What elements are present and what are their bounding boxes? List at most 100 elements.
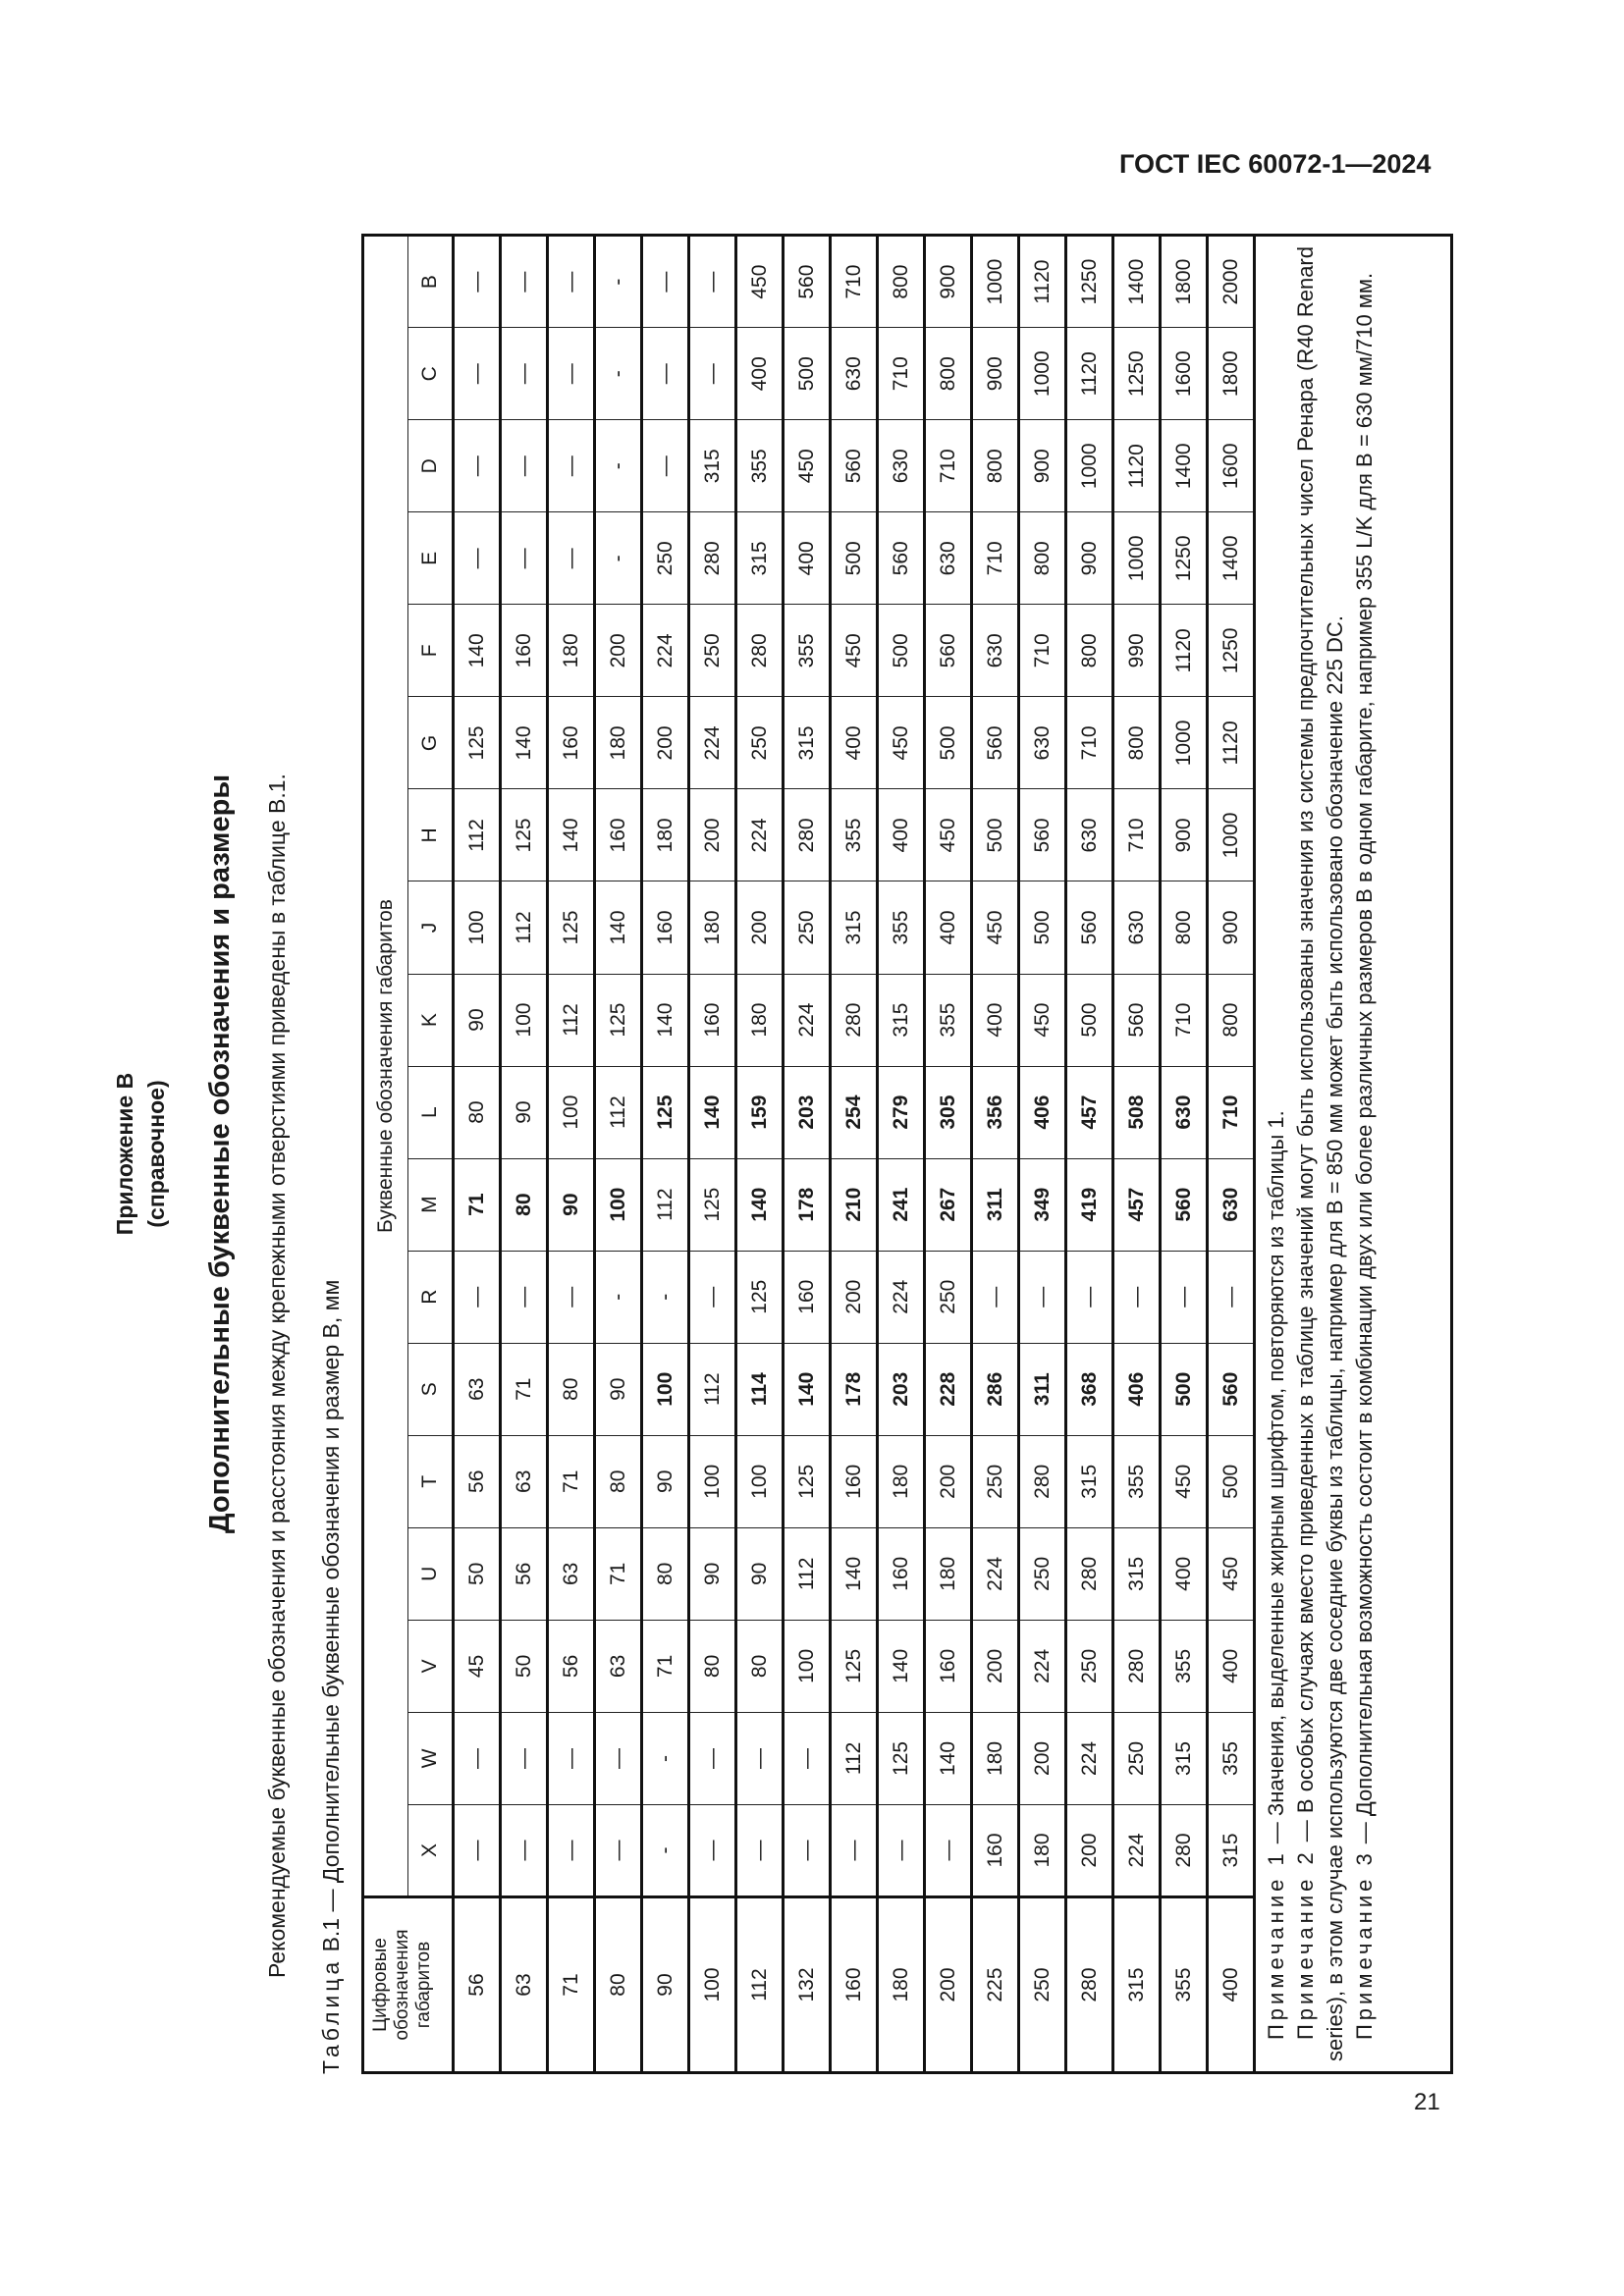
cell-M: 419 [1065, 1158, 1113, 1252]
cell-B: 1250 [1065, 235, 1113, 328]
cell-T: 100 [735, 1435, 784, 1528]
cell-M: 241 [877, 1158, 925, 1252]
cell-V: 400 [1207, 1620, 1255, 1713]
cell-X: 224 [1112, 1804, 1161, 1897]
cell-W: — [688, 1712, 736, 1805]
cell-V: 160 [924, 1620, 972, 1713]
cell-R: 160 [783, 1251, 831, 1344]
cell-E: 315 [735, 511, 784, 605]
cell-G: 500 [924, 696, 972, 789]
cell-S: 112 [688, 1343, 736, 1436]
cell-S: 100 [641, 1343, 689, 1436]
cell-L: 630 [1160, 1066, 1208, 1159]
cell-W: 125 [877, 1712, 925, 1805]
cell-B: — [500, 235, 548, 328]
frame-number: 132 [783, 1896, 831, 2073]
cell-L: 508 [1112, 1066, 1161, 1159]
cell-K: 112 [547, 974, 595, 1067]
cell-X: — [547, 1804, 595, 1897]
cell-X: — [594, 1804, 642, 1897]
cell-V: 355 [1160, 1620, 1208, 1713]
cell-D: 560 [830, 419, 878, 512]
frame-number: 56 [453, 1896, 501, 2073]
cell-R: - [641, 1251, 689, 1344]
cell-D: 1000 [1065, 419, 1113, 512]
cell-W: — [735, 1712, 784, 1805]
cell-J: 112 [500, 881, 548, 975]
cell-B: 1400 [1112, 235, 1161, 328]
cell-X: — [924, 1804, 972, 1897]
cell-S: 203 [877, 1343, 925, 1436]
cell-E: 500 [830, 511, 878, 605]
table-row: 80— —63 71 80 90-100 112 125 140 160 180 200- - - - [594, 235, 642, 2073]
cell-K: 140 [641, 974, 689, 1067]
table-row: 56— —45 50 56 63—71 80 90 100 112 125 140— — — — [453, 235, 501, 2073]
cell-J: 500 [1018, 881, 1066, 975]
cell-J: 900 [1207, 881, 1255, 975]
cell-D: 355 [735, 419, 784, 512]
cell-S: 500 [1160, 1343, 1208, 1436]
cell-X: — [735, 1804, 784, 1897]
cell-M: 457 [1112, 1158, 1161, 1252]
cell-W: — [453, 1712, 501, 1805]
cell-E: — [500, 511, 548, 605]
cell-R: - [594, 1251, 642, 1344]
cell-W: 250 [1112, 1712, 1161, 1805]
cell-K: 280 [830, 974, 878, 1067]
cell-L: 356 [971, 1066, 1019, 1159]
cell-L: 100 [547, 1066, 595, 1159]
cell-G: 630 [1018, 696, 1066, 789]
cell-X: 180 [1018, 1804, 1066, 1897]
cell-U: 400 [1160, 1527, 1208, 1621]
table-row: 180—125 140 160 180 203 224 241 279 315 355 400 450… [877, 235, 925, 2073]
cell-D: 800 [971, 419, 1019, 512]
cell-T: 56 [453, 1435, 501, 1528]
cell-X: — [688, 1804, 736, 1897]
cell-K: 125 [594, 974, 642, 1067]
cell-D: 450 [783, 419, 831, 512]
cell-H: 900 [1160, 788, 1208, 881]
cell-G: 315 [783, 696, 831, 789]
cell-F: 800 [1065, 604, 1113, 697]
caption-text: В.1 — Дополнительные буквенные обозначен… [318, 1279, 344, 1952]
cell-S: 114 [735, 1343, 784, 1436]
cell-L: 80 [453, 1066, 501, 1159]
cell-E: 1250 [1160, 511, 1208, 605]
cell-U: 180 [924, 1527, 972, 1621]
cell-G: 200 [641, 696, 689, 789]
cell-X: — [877, 1804, 925, 1897]
cell-R: — [1018, 1251, 1066, 1344]
cell-H: 400 [877, 788, 925, 881]
cell-U: 280 [1065, 1527, 1113, 1621]
cell-S: 80 [547, 1343, 595, 1436]
cell-T: 80 [594, 1435, 642, 1528]
cell-B: 1000 [971, 235, 1019, 328]
cell-M: 210 [830, 1158, 878, 1252]
cell-J: 400 [924, 881, 972, 975]
column-header-G: G [407, 696, 454, 789]
cell-B: 2000 [1207, 235, 1255, 328]
cell-M: 90 [547, 1158, 595, 1252]
cell-M: 311 [971, 1158, 1019, 1252]
cell-V: 45 [453, 1620, 501, 1713]
column-header-H: H [407, 788, 454, 881]
cell-V: 80 [688, 1620, 736, 1713]
cell-S: 560 [1207, 1343, 1255, 1436]
cell-D: 1600 [1207, 419, 1255, 512]
column-header-L: L [407, 1066, 454, 1159]
cell-W: 112 [830, 1712, 878, 1805]
letter-designations-table: Цифровые обозначения габаритов Буквенные… [361, 234, 1453, 2074]
table-row: 250 180 200 224 250 280 311—349 406 450 500 560 630… [1018, 235, 1066, 2073]
cell-F: 355 [783, 604, 831, 697]
cell-L: 203 [783, 1066, 831, 1159]
cell-T: 71 [547, 1435, 595, 1528]
frame-number: 80 [594, 1896, 642, 2073]
frame-number: 400 [1207, 1896, 1255, 2073]
cell-L: 279 [877, 1066, 925, 1159]
cell-X: 160 [971, 1804, 1019, 1897]
cell-B: — [547, 235, 595, 328]
cell-B: 1120 [1018, 235, 1066, 328]
table-row: 63— —50 56 63 71—80 90 100 112 125 140 160— — — — [500, 235, 548, 2073]
cell-U: 56 [500, 1527, 548, 1621]
